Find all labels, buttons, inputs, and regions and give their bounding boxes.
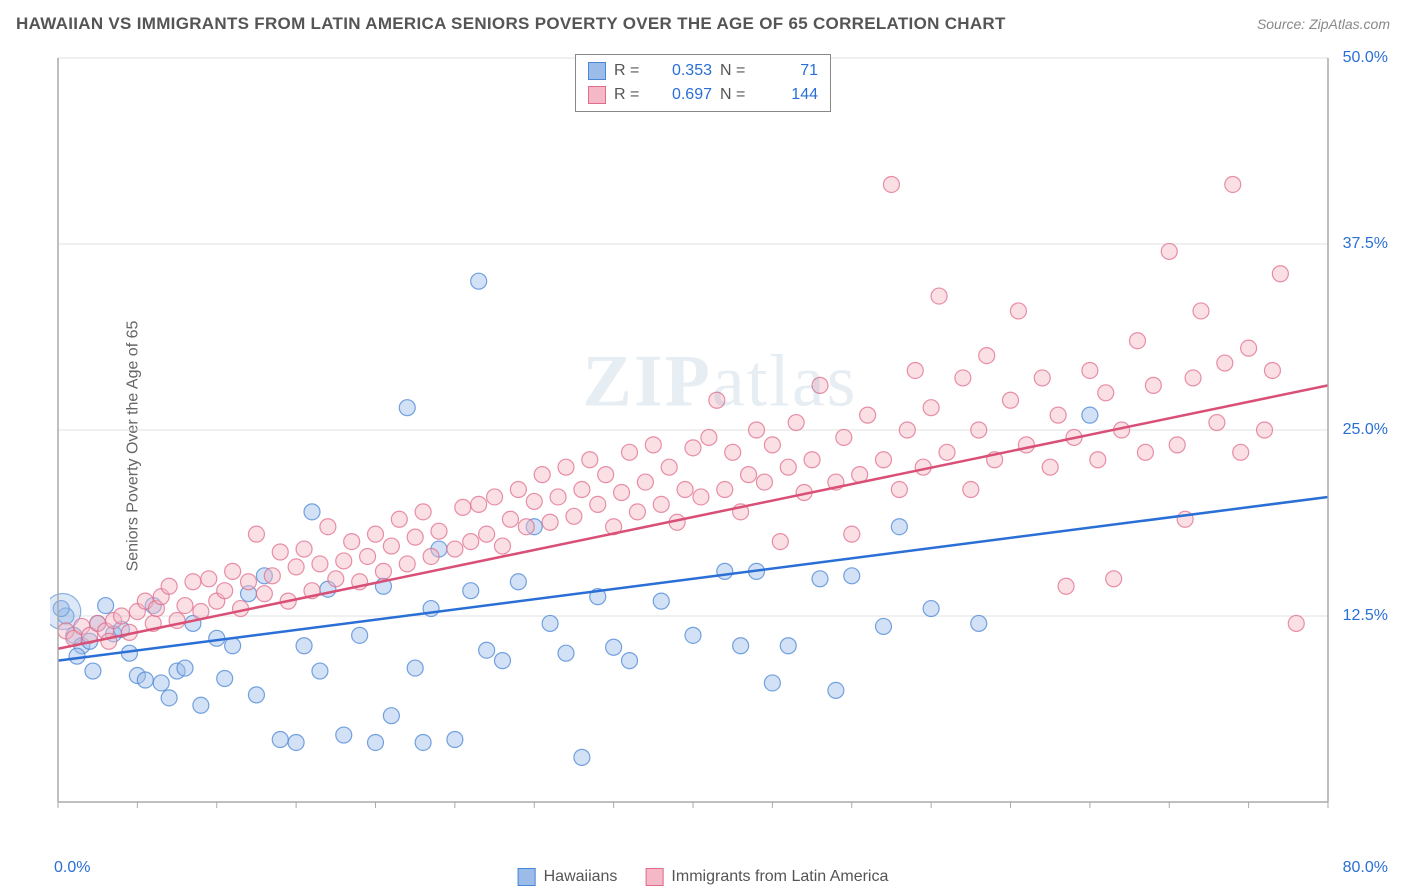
legend-label-hawaiians: Hawaiians xyxy=(544,868,618,886)
y-tick-label: 25.0% xyxy=(1343,421,1388,439)
r-value-immigrants: 0.697 xyxy=(654,86,712,104)
legend-item-immigrants: Immigrants from Latin America xyxy=(645,868,888,886)
legend-series: Hawaiians Immigrants from Latin America xyxy=(518,868,889,886)
swatch-immigrants-icon xyxy=(645,868,663,886)
x-tick-max: 80.0% xyxy=(1343,859,1388,877)
legend-item-hawaiians: Hawaiians xyxy=(518,868,618,886)
r-value-hawaiians: 0.353 xyxy=(654,62,712,80)
chart-header: HAWAIIAN VS IMMIGRANTS FROM LATIN AMERIC… xyxy=(16,14,1390,34)
y-tick-label: 37.5% xyxy=(1343,235,1388,253)
y-tick-label: 12.5% xyxy=(1343,607,1388,625)
legend-label-immigrants: Immigrants from Latin America xyxy=(671,868,888,886)
swatch-hawaiians-icon xyxy=(518,868,536,886)
swatch-hawaiians-icon xyxy=(588,62,606,80)
source-label: Source: ZipAtlas.com xyxy=(1257,16,1390,32)
r-label: R = xyxy=(614,62,646,80)
swatch-immigrants-icon xyxy=(588,86,606,104)
n-value-immigrants: 144 xyxy=(760,86,818,104)
n-value-hawaiians: 71 xyxy=(760,62,818,80)
n-label: N = xyxy=(720,86,752,104)
n-label: N = xyxy=(720,62,752,80)
x-tick-min: 0.0% xyxy=(54,859,90,877)
legend-correlation: R = 0.353 N = 71 R = 0.697 N = 144 xyxy=(575,54,831,112)
chart-title: HAWAIIAN VS IMMIGRANTS FROM LATIN AMERIC… xyxy=(16,14,1006,34)
y-tick-label: 50.0% xyxy=(1343,49,1388,67)
r-label: R = xyxy=(614,86,646,104)
legend-row-immigrants: R = 0.697 N = 144 xyxy=(588,83,818,107)
legend-row-hawaiians: R = 0.353 N = 71 xyxy=(588,59,818,83)
scatter-plot-svg xyxy=(50,50,1390,840)
chart-area: ZIPatlas xyxy=(50,50,1390,840)
